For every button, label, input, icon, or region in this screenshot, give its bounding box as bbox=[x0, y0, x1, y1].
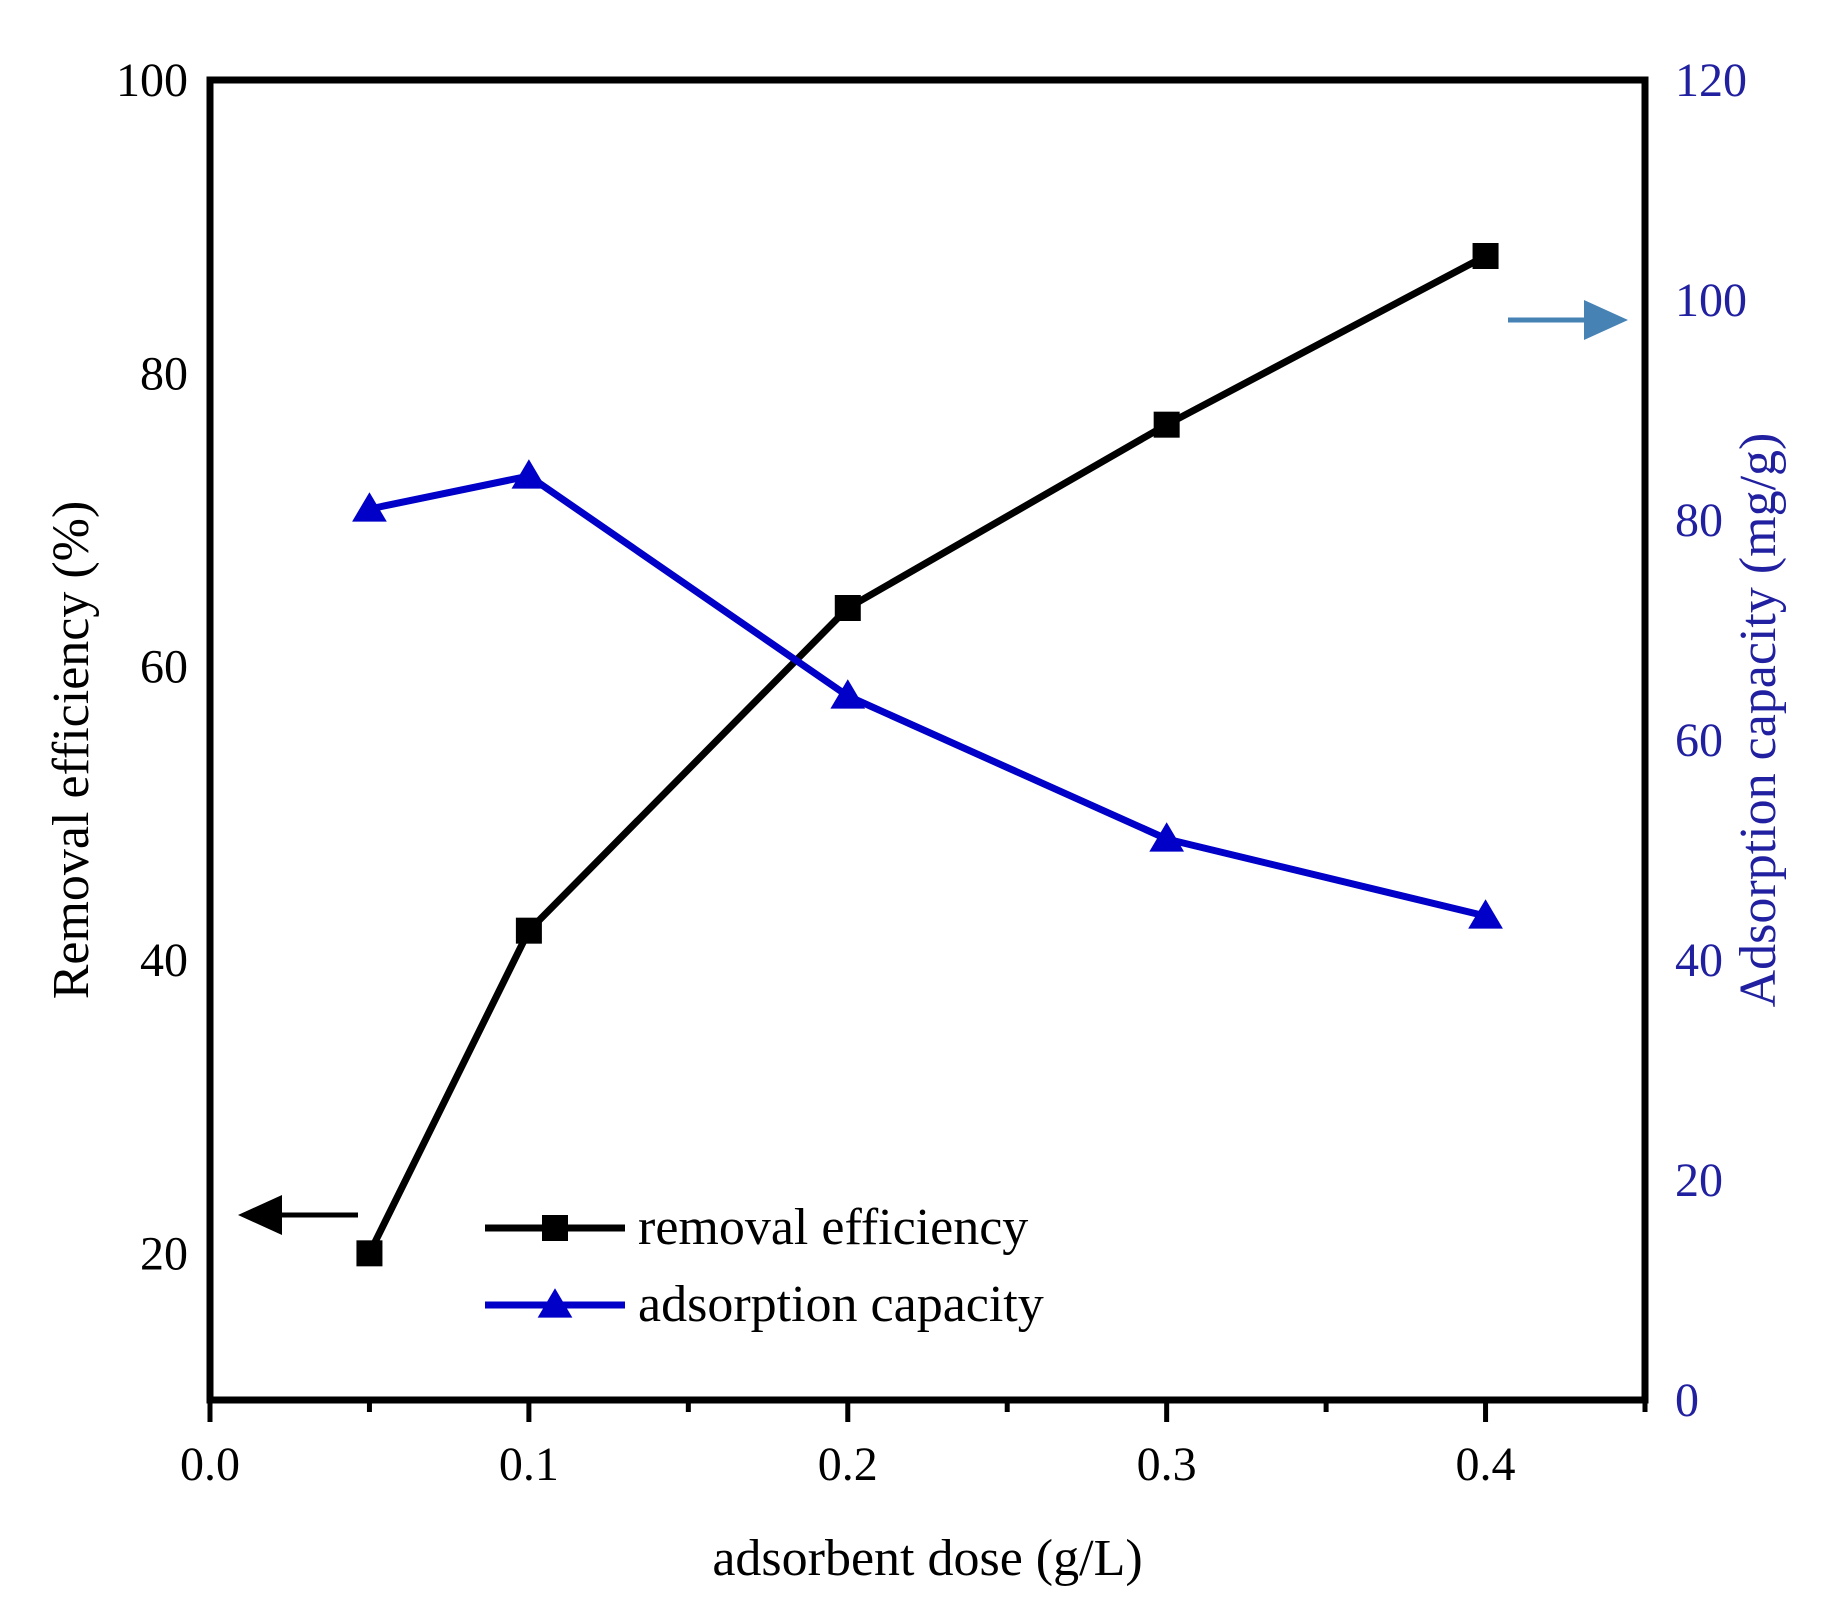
adsorption-capacity-point bbox=[1468, 899, 1503, 929]
y-right-tick-label: 120 bbox=[1675, 54, 1747, 107]
legend: removal efficiency adsorption capacity bbox=[485, 1199, 1044, 1333]
y-left-tick-label: 60 bbox=[140, 641, 188, 694]
y-left-tick-label: 100 bbox=[116, 54, 188, 107]
legend-item: removal efficiency bbox=[485, 1199, 1028, 1256]
y-right-tick-label: 100 bbox=[1675, 274, 1747, 327]
legend-label: removal efficiency bbox=[638, 1199, 1028, 1256]
adsorption-capacity-point bbox=[1149, 822, 1185, 852]
right-axis-arrow-icon bbox=[1584, 300, 1628, 340]
legend-marker bbox=[542, 1215, 568, 1241]
removal-efficiency-point bbox=[515, 917, 542, 944]
adsorption-capacity-point bbox=[352, 492, 387, 522]
adsorption-capacity-point bbox=[830, 679, 866, 709]
x-tick-label: 0.2 bbox=[818, 1438, 878, 1491]
adsorption-capacity-point bbox=[511, 459, 547, 489]
x-axis-title: adsorbent dose (g/L) bbox=[712, 1530, 1142, 1587]
removal-efficiency-point bbox=[834, 595, 861, 621]
x-tick-label: 0.0 bbox=[180, 1438, 240, 1491]
y-right-tick-label: 40 bbox=[1675, 934, 1723, 987]
x-tick-label: 0.4 bbox=[1456, 1438, 1516, 1491]
legend-item: adsorption capacity bbox=[485, 1276, 1044, 1333]
y-left-tick-label: 40 bbox=[140, 934, 188, 987]
removal-efficiency-point bbox=[356, 1240, 383, 1267]
series-adsorption-capacity bbox=[352, 459, 1503, 929]
y-right-axis-title: Adsorption capacity (mg/g) bbox=[1730, 433, 1787, 1008]
y-right-tick-label: 0 bbox=[1675, 1374, 1699, 1427]
plot-area bbox=[206, 76, 1649, 1404]
axis-layer: 0.0 0.1 0.2 0.3 0.4 20 40 60 80 100 0 20 40 60 80 100 12… bbox=[43, 54, 1787, 1587]
x-tick-label: 0.1 bbox=[499, 1438, 559, 1491]
removal-efficiency-point bbox=[1153, 411, 1180, 438]
y-left-tick-label: 80 bbox=[140, 347, 188, 400]
y-right-tick-label: 60 bbox=[1675, 714, 1723, 767]
y-left-axis-title: Removal efficiency (%) bbox=[43, 501, 100, 1000]
left-axis-arrow-icon bbox=[238, 1195, 282, 1235]
y-right-tick-label: 80 bbox=[1675, 494, 1723, 547]
series-removal-efficiency bbox=[356, 243, 1499, 1267]
plot-frame bbox=[206, 76, 1649, 1404]
series-layer bbox=[352, 243, 1503, 1267]
y-right-tick-label: 20 bbox=[1675, 1154, 1723, 1207]
adsorption-capacity-line bbox=[368, 472, 1487, 920]
legend-label: adsorption capacity bbox=[638, 1276, 1044, 1333]
x-tick-label: 0.3 bbox=[1137, 1438, 1197, 1491]
removal-efficiency-line bbox=[366, 252, 1488, 1255]
removal-efficiency-point bbox=[1472, 243, 1499, 269]
y-left-tick-label: 20 bbox=[140, 1227, 188, 1280]
legend-marker bbox=[537, 1288, 573, 1318]
